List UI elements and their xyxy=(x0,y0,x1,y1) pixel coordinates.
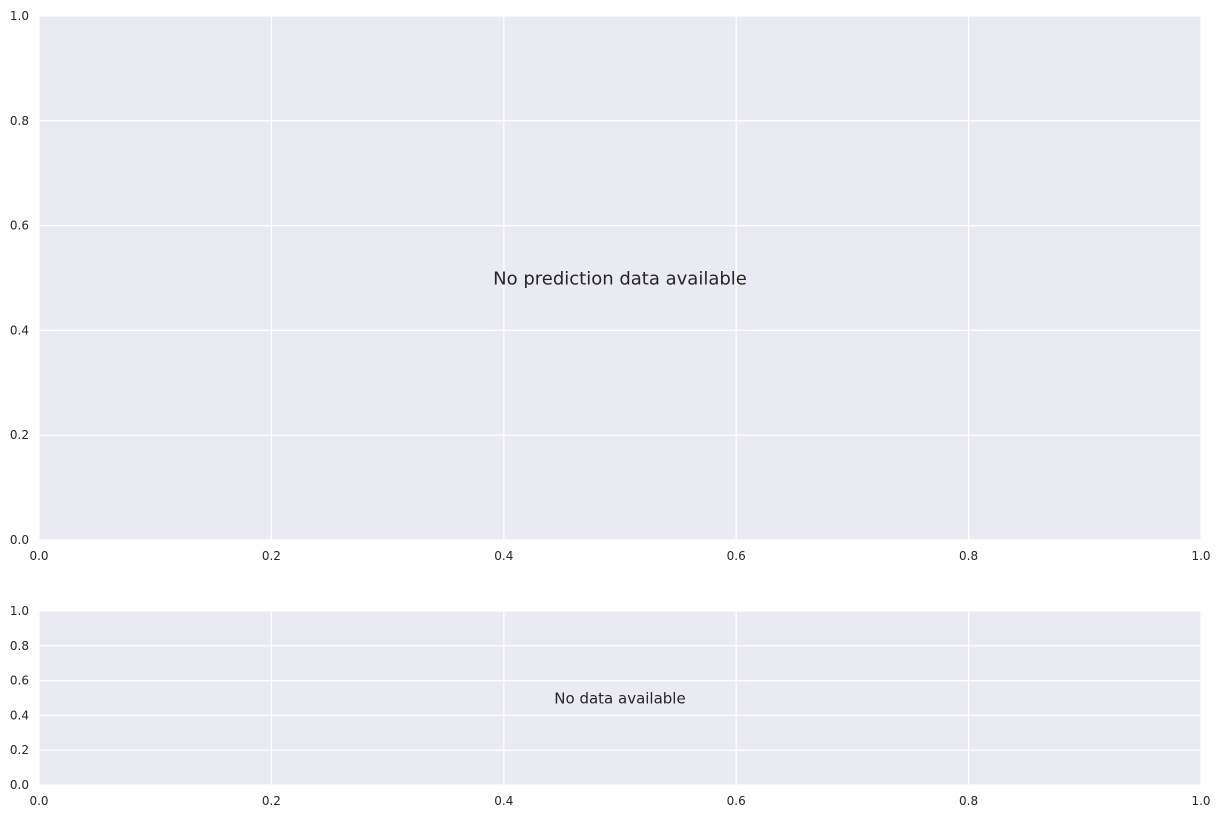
y-tick-label: 0.0 xyxy=(10,778,29,792)
y-tick-label: 0.6 xyxy=(10,219,29,233)
x-tick-label: 0.2 xyxy=(262,549,281,563)
x-tick-label: 0.8 xyxy=(959,794,978,808)
x-tick-label: 0.6 xyxy=(727,549,746,563)
x-tick-label: 0.0 xyxy=(29,549,48,563)
y-tick-label: 0.8 xyxy=(10,114,29,128)
x-tick-label: 0.0 xyxy=(29,794,48,808)
data-chart: 0.0 0.2 0.4 0.6 0.8 1.0 0.0 0.2 0.4 0.6 0.8 1.0 No d… xyxy=(10,604,1211,808)
y-tick-label: 0.8 xyxy=(10,639,29,653)
y-tick-label: 0.2 xyxy=(10,428,29,442)
empty-state-message: No data available xyxy=(554,689,685,707)
x-tick-label: 0.8 xyxy=(959,549,978,563)
x-tick-label: 0.2 xyxy=(262,794,281,808)
y-tick-label: 0.4 xyxy=(10,708,29,722)
plot-area xyxy=(39,611,1201,785)
y-tick-label: 1.0 xyxy=(10,9,29,23)
x-tick-label: 0.4 xyxy=(494,549,513,563)
y-tick-label: 0.2 xyxy=(10,743,29,757)
x-tick-label: 0.6 xyxy=(727,794,746,808)
x-tick-label: 1.0 xyxy=(1191,794,1210,808)
y-tick-label: 1.0 xyxy=(10,604,29,618)
y-tick-label: 0.0 xyxy=(10,533,29,547)
plot-area xyxy=(39,16,1201,540)
empty-state-message: No prediction data available xyxy=(493,268,747,289)
x-tick-label: 0.4 xyxy=(494,794,513,808)
prediction-chart: 0.0 0.2 0.4 0.6 0.8 1.0 0.0 0.2 0.4 0.6 0.8 1.0 No p… xyxy=(10,9,1211,563)
y-tick-label: 0.4 xyxy=(10,323,29,337)
x-tick-label: 1.0 xyxy=(1191,549,1210,563)
y-tick-label: 0.6 xyxy=(10,674,29,688)
